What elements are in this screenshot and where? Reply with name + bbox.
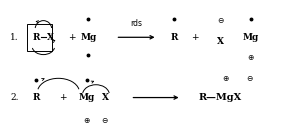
Text: ⊖: ⊖ (102, 116, 108, 125)
Text: X: X (48, 33, 55, 42)
Text: 1.: 1. (10, 33, 19, 42)
Text: R: R (32, 33, 40, 42)
Text: Mg: Mg (79, 93, 95, 102)
Text: R: R (32, 93, 40, 102)
Text: +: + (59, 93, 67, 102)
Text: R: R (170, 33, 178, 42)
Text: ⊕: ⊕ (222, 74, 228, 83)
Text: +: + (191, 33, 199, 42)
Text: rds: rds (131, 19, 142, 28)
Text: +: + (68, 33, 76, 42)
Text: ⊕: ⊕ (84, 116, 90, 125)
Text: R—MgX: R—MgX (199, 93, 242, 102)
Text: 2.: 2. (10, 93, 19, 102)
Text: ⊕: ⊕ (247, 53, 254, 62)
Text: Mg: Mg (80, 33, 97, 42)
Text: X: X (217, 37, 224, 46)
Text: Mg: Mg (242, 33, 259, 42)
Text: ⊖: ⊖ (217, 16, 224, 25)
Text: ⊖: ⊖ (246, 74, 252, 83)
Text: X: X (102, 93, 108, 102)
